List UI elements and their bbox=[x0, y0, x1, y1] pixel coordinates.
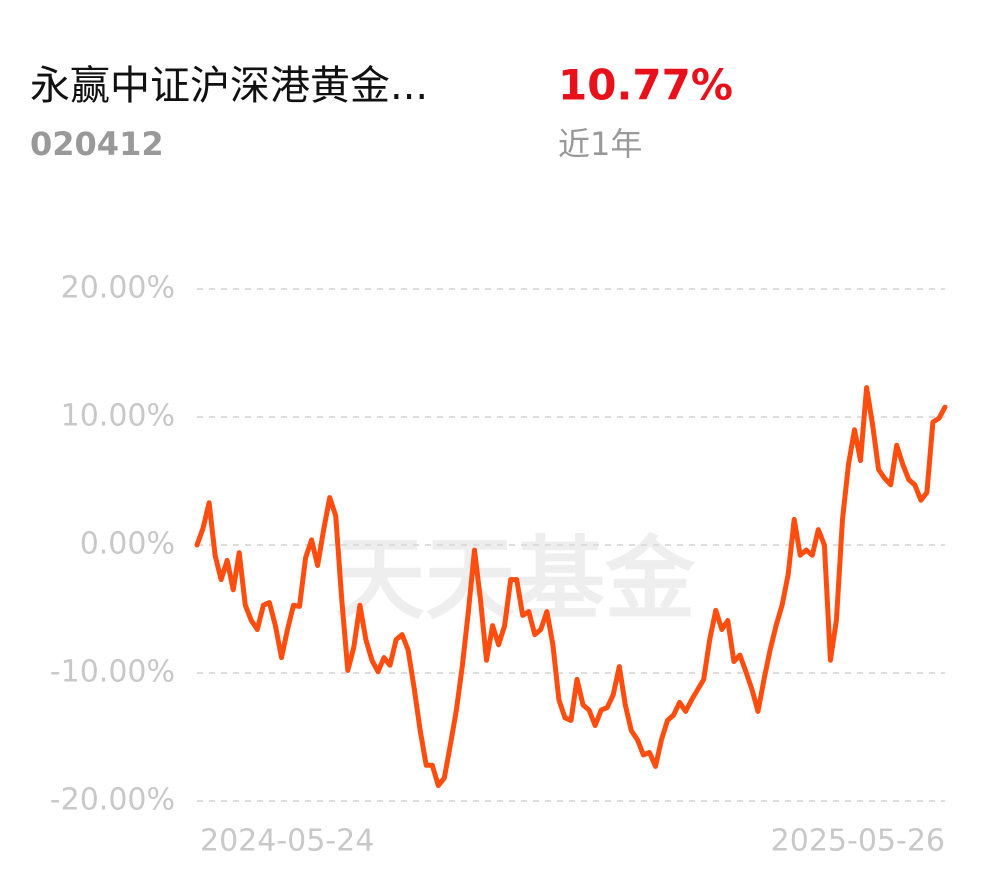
y-tick-label: -20.00% bbox=[50, 783, 175, 818]
y-tick-label: -10.00% bbox=[50, 655, 175, 690]
fund-title: 永赢中证沪深港黄金... bbox=[30, 63, 428, 109]
y-tick-label: 0.00% bbox=[80, 527, 175, 562]
x-tick-label: 2025-05-26 bbox=[771, 824, 945, 859]
x-tick-label: 2024-05-24 bbox=[200, 824, 374, 859]
y-tick-label: 10.00% bbox=[61, 399, 175, 434]
fund-code: 020412 bbox=[30, 125, 164, 163]
return-period: 近1年 bbox=[558, 125, 642, 163]
line-series bbox=[194, 385, 948, 789]
y-tick-label: 20.00% bbox=[61, 271, 175, 306]
fund-return: 10.77% bbox=[558, 61, 733, 110]
